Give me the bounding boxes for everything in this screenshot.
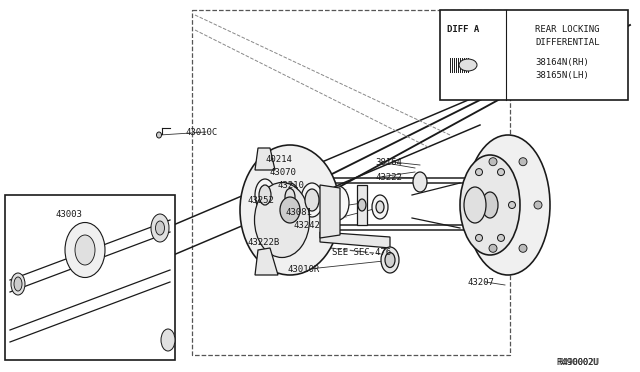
Ellipse shape <box>460 155 520 255</box>
Polygon shape <box>320 232 390 248</box>
Text: 43010R: 43010R <box>288 265 320 274</box>
Ellipse shape <box>464 187 486 223</box>
Ellipse shape <box>358 199 366 211</box>
Text: 43222B: 43222B <box>248 238 280 247</box>
Ellipse shape <box>255 183 310 257</box>
Ellipse shape <box>459 59 477 71</box>
Text: REAR LOCKING: REAR LOCKING <box>535 25 600 34</box>
Ellipse shape <box>381 247 399 273</box>
Text: 38164N(RH): 38164N(RH) <box>535 58 589 67</box>
Ellipse shape <box>259 185 271 205</box>
Ellipse shape <box>327 186 349 220</box>
Ellipse shape <box>161 329 175 351</box>
Ellipse shape <box>474 201 482 209</box>
Ellipse shape <box>157 132 161 138</box>
Polygon shape <box>255 148 275 170</box>
Text: R490002U: R490002U <box>558 358 598 367</box>
Ellipse shape <box>509 202 515 208</box>
Text: 43210: 43210 <box>278 181 305 190</box>
Ellipse shape <box>476 169 483 176</box>
Polygon shape <box>255 248 278 275</box>
Ellipse shape <box>466 135 550 275</box>
Ellipse shape <box>465 202 472 208</box>
Ellipse shape <box>489 244 497 252</box>
Text: 43003: 43003 <box>55 210 82 219</box>
Text: 38164: 38164 <box>375 158 402 167</box>
Ellipse shape <box>75 235 95 265</box>
Ellipse shape <box>519 244 527 252</box>
Ellipse shape <box>482 192 498 218</box>
Ellipse shape <box>151 214 169 242</box>
Ellipse shape <box>413 172 427 192</box>
Text: 40214: 40214 <box>265 155 292 164</box>
Text: 43070: 43070 <box>270 168 297 177</box>
Text: 38165N(LH): 38165N(LH) <box>535 71 589 80</box>
Ellipse shape <box>301 183 323 217</box>
Ellipse shape <box>497 234 504 241</box>
Ellipse shape <box>11 273 25 295</box>
Ellipse shape <box>156 221 164 235</box>
Ellipse shape <box>372 195 388 219</box>
Ellipse shape <box>65 222 105 278</box>
Ellipse shape <box>305 189 319 211</box>
Ellipse shape <box>534 201 542 209</box>
Ellipse shape <box>21 326 27 330</box>
Ellipse shape <box>255 179 275 211</box>
Ellipse shape <box>376 201 384 213</box>
Ellipse shape <box>476 234 483 241</box>
Text: R490002U: R490002U <box>556 358 599 367</box>
Ellipse shape <box>497 169 504 176</box>
Text: 43222: 43222 <box>375 173 402 182</box>
Text: 43242: 43242 <box>293 221 320 230</box>
Text: DIFF A: DIFF A <box>447 25 479 34</box>
Ellipse shape <box>519 158 527 166</box>
Text: 43207: 43207 <box>468 278 495 287</box>
Polygon shape <box>18 265 32 345</box>
Ellipse shape <box>280 197 300 223</box>
Ellipse shape <box>21 283 27 287</box>
Ellipse shape <box>21 308 27 312</box>
Bar <box>5 195 175 360</box>
Ellipse shape <box>240 145 340 275</box>
Polygon shape <box>320 185 340 238</box>
Ellipse shape <box>385 253 395 267</box>
Text: DIFFERENTIAL: DIFFERENTIAL <box>535 38 600 47</box>
Ellipse shape <box>285 189 295 205</box>
Bar <box>440 10 628 100</box>
Ellipse shape <box>281 183 299 211</box>
Text: SEE SEC.476: SEE SEC.476 <box>332 248 391 257</box>
Polygon shape <box>357 185 367 225</box>
Text: 43252: 43252 <box>248 196 275 205</box>
Text: 43081: 43081 <box>286 208 313 217</box>
Bar <box>192 10 510 355</box>
Ellipse shape <box>14 277 22 291</box>
Text: 43010C: 43010C <box>185 128 217 137</box>
Ellipse shape <box>489 158 497 166</box>
